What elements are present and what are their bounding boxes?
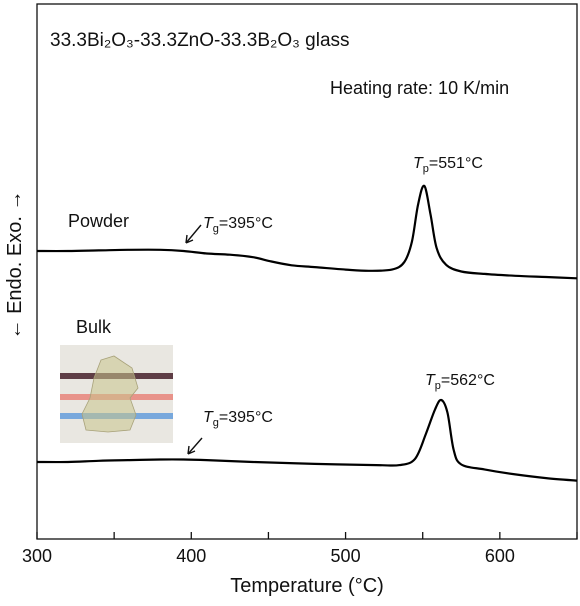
x-tick-label-400: 400	[176, 546, 206, 566]
powder-tp-symbol: T	[413, 155, 424, 172]
powder-tg-sub: g	[213, 223, 219, 235]
bulk-tg-sub: g	[213, 417, 219, 429]
annotation-powder-tp: Tp=551°C	[413, 155, 483, 175]
y-axis-label: ← Endo. Exo. →	[4, 191, 26, 340]
powder-tp-sub: p	[423, 163, 429, 175]
x-tick-labels: 300 400 500 600	[22, 546, 515, 566]
arrow-bulk-tg	[187, 437, 203, 455]
x-tick-label-500: 500	[331, 546, 361, 566]
annotation-bulk-tp: Tp=562°C	[425, 372, 495, 392]
bulk-tg-symbol: T	[203, 409, 214, 426]
series-line-bulk	[36, 398, 578, 482]
svg-text:Tg=395°C: Tg=395°C	[203, 215, 273, 235]
annotation-bulk-tg: Tg=395°C	[187, 409, 273, 455]
bulk-tp-sub: p	[435, 380, 441, 392]
glass-piece	[81, 355, 139, 433]
powder-tp-value: =551°C	[429, 155, 483, 172]
series-line-powder	[36, 184, 578, 280]
bulk-sample-photo	[60, 345, 173, 443]
bulk-tp-value: =562°C	[441, 372, 495, 389]
chart-title: 33.3Bi₂O₃-33.3ZnO-33.3B₂O₃ glass	[50, 30, 350, 51]
heating-rate-label: Heating rate: 10 K/min	[330, 78, 509, 98]
powder-tg-value: =395°C	[219, 215, 273, 232]
arrow-powder-tg	[185, 224, 202, 244]
annotation-powder-tg: Tg=395°C	[185, 215, 273, 244]
x-tick-label-600: 600	[485, 546, 515, 566]
plot-frame	[36, 3, 578, 540]
bulk-tp-symbol: T	[425, 372, 436, 389]
series-label-bulk: Bulk	[76, 317, 112, 337]
x-ticks	[36, 532, 578, 539]
svg-text:Tp=551°C: Tp=551°C	[413, 155, 483, 175]
svg-text:Tg=395°C: Tg=395°C	[203, 409, 273, 429]
powder-tg-symbol: T	[203, 215, 214, 232]
x-tick-label-300: 300	[22, 546, 52, 566]
x-axis-label: Temperature (°C)	[230, 575, 384, 597]
series-label-powder: Powder	[68, 211, 129, 231]
bulk-tg-value: =395°C	[219, 409, 273, 426]
svg-text:Tp=562°C: Tp=562°C	[425, 372, 495, 392]
